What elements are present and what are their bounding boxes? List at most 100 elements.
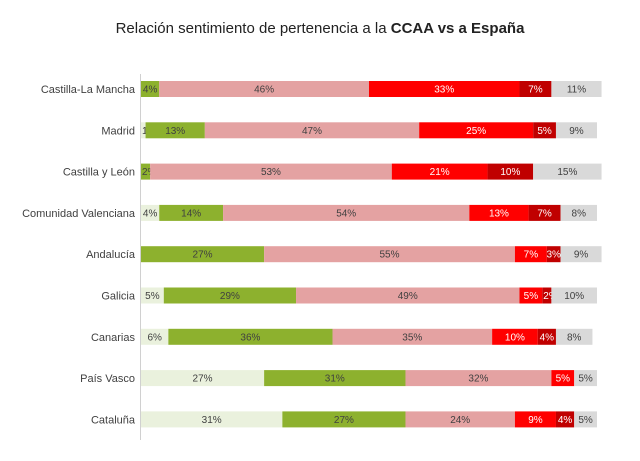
category-label-comunidad-valenciana: Comunidad Valenciana (22, 208, 136, 220)
bar-segment-andalucia-6 (560, 246, 602, 263)
data-label-pais-vasco-3: 32% (468, 374, 488, 385)
bar-segment-comunidad-valenciana-4 (469, 204, 529, 221)
category-label-castilla-y-leon: Castilla y León (63, 167, 135, 179)
bar-segment-pais-vasco-4 (551, 370, 575, 387)
data-label-castilla-la-mancha-2: 4% (143, 85, 158, 96)
bar-segment-canarias-5 (537, 328, 556, 345)
data-label-andalucia-3: 55% (380, 250, 400, 261)
bar-segment-madrid-4 (419, 122, 534, 139)
data-label-castilla-la-mancha-3: 46% (254, 85, 274, 96)
bar-segment-comunidad-valenciana-6 (560, 204, 597, 221)
bar-segment-madrid-2 (145, 122, 205, 139)
bar-segment-canarias-6 (555, 328, 593, 345)
bar-segment-pais-vasco-3 (405, 370, 552, 387)
bar-segment-castilla-y-leon-6 (533, 163, 602, 180)
data-label-madrid-2: 13% (165, 126, 185, 137)
data-label-castilla-la-mancha-4: 33% (434, 85, 454, 96)
bar-segment-galicia-1 (141, 287, 164, 304)
bar-segment-castilla-y-leon-5 (487, 163, 534, 180)
bar-segment-comunidad-valenciana-1 (141, 204, 160, 221)
bar-segment-comunidad-valenciana-2 (159, 204, 224, 221)
data-label-cataluna-5: 4% (558, 415, 573, 426)
data-label-galicia-2: 29% (220, 291, 240, 302)
data-label-andalucia-4: 7% (524, 250, 539, 261)
bar-segment-andalucia-4 (514, 246, 547, 263)
data-label-canarias-5: 4% (540, 332, 555, 343)
data-label-cataluna-3: 24% (450, 415, 470, 426)
category-label-pais-vasco: País Vasco (80, 373, 135, 385)
data-label-cataluna-1: 31% (202, 415, 222, 426)
bar-segment-galicia-6 (551, 287, 597, 304)
data-label-pais-vasco-4: 5% (556, 374, 571, 385)
data-label-pais-vasco-1: 27% (193, 374, 213, 385)
bar-segment-madrid-5 (533, 122, 556, 139)
bar-segment-andalucia-3 (264, 246, 515, 263)
bar-segment-castilla-y-leon-4 (391, 163, 488, 180)
bar-segment-cataluna-4 (514, 411, 556, 428)
bar-segment-canarias-4 (492, 328, 538, 345)
data-label-andalucia-6: 9% (574, 250, 589, 261)
data-label-galicia-1: 5% (145, 291, 160, 302)
bar-segment-castilla-la-mancha-3 (159, 81, 369, 97)
chart-title-bold: CCAA vs a España (390, 20, 525, 37)
data-label-andalucia-2: 27% (193, 250, 213, 261)
bar-segment-madrid-1 (141, 122, 146, 139)
data-label-canarias-3: 35% (402, 332, 422, 343)
data-label-galicia-5: 2% (543, 291, 558, 302)
data-label-galicia-4: 5% (524, 291, 539, 302)
bar-segment-castilla-y-leon-3 (150, 163, 392, 180)
bar-segment-galicia-2 (163, 287, 297, 304)
chart-title: Relación sentimiento de pertenencia a la… (0, 20, 640, 37)
data-label-castilla-y-leon-6: 15% (557, 167, 577, 178)
data-label-canarias-4: 10% (505, 332, 525, 343)
bar-segment-castilla-y-leon-2 (141, 163, 151, 180)
bar-segment-comunidad-valenciana-5 (528, 204, 561, 221)
data-label-castilla-la-mancha-5: 7% (528, 85, 543, 96)
data-label-cataluna-4: 9% (528, 415, 543, 426)
data-label-castilla-y-leon-2: 2% (142, 167, 157, 178)
data-label-pais-vasco-2: 31% (325, 374, 345, 385)
category-label-canarias: Canarias (91, 332, 136, 344)
bar-segment-cataluna-1 (141, 411, 283, 428)
data-label-cataluna-6: 5% (578, 415, 593, 426)
bar-segment-comunidad-valenciana-3 (223, 204, 470, 221)
data-label-canarias-6: 8% (567, 332, 582, 343)
bar-segment-madrid-3 (204, 122, 420, 139)
bar-segment-canarias-1 (141, 328, 169, 345)
data-label-comunidad-valenciana-6: 8% (572, 208, 587, 219)
data-label-castilla-y-leon-5: 10% (500, 167, 520, 178)
bar-segment-galicia-3 (296, 287, 520, 304)
bar-segment-andalucia-2 (141, 246, 265, 263)
data-label-comunidad-valenciana-5: 7% (537, 208, 552, 219)
category-label-andalucia: Andalucía (86, 249, 136, 261)
bar-segment-castilla-la-mancha-6 (551, 81, 602, 97)
bar-segment-castilla-la-mancha-4 (369, 81, 520, 97)
bar-segment-cataluna-2 (282, 411, 406, 428)
data-label-galicia-6: 10% (564, 291, 584, 302)
data-label-comunidad-valenciana-1: 4% (143, 208, 158, 219)
bar-segment-pais-vasco-6 (574, 370, 597, 387)
bar-segment-castilla-la-mancha-5 (519, 81, 552, 97)
data-label-madrid-3: 47% (302, 126, 322, 137)
data-label-canarias-2: 36% (240, 332, 260, 343)
bar-segment-galicia-4 (519, 287, 543, 304)
bar-segment-pais-vasco-2 (264, 370, 406, 387)
data-label-madrid-5: 5% (537, 126, 552, 137)
bar-segment-cataluna-5 (555, 411, 575, 428)
data-label-castilla-y-leon-4: 21% (430, 167, 450, 178)
data-label-cataluna-2: 27% (334, 415, 354, 426)
data-label-comunidad-valenciana-2: 14% (181, 208, 201, 219)
data-label-galicia-3: 49% (398, 291, 418, 302)
bar-segment-castilla-la-mancha-2 (141, 81, 160, 97)
data-label-castilla-la-mancha-6: 11% (567, 85, 586, 96)
bar-segment-canarias-3 (332, 328, 493, 345)
bar-segment-galicia-5 (542, 287, 552, 304)
category-label-castilla-la-mancha: Castilla-La Mancha (41, 84, 136, 96)
category-label-galicia: Galicia (101, 291, 136, 303)
bar-segment-andalucia-5 (546, 246, 561, 263)
bar-segment-madrid-6 (555, 122, 597, 139)
category-label-cataluna: Cataluña (91, 414, 136, 426)
data-label-comunidad-valenciana-4: 13% (489, 208, 509, 219)
